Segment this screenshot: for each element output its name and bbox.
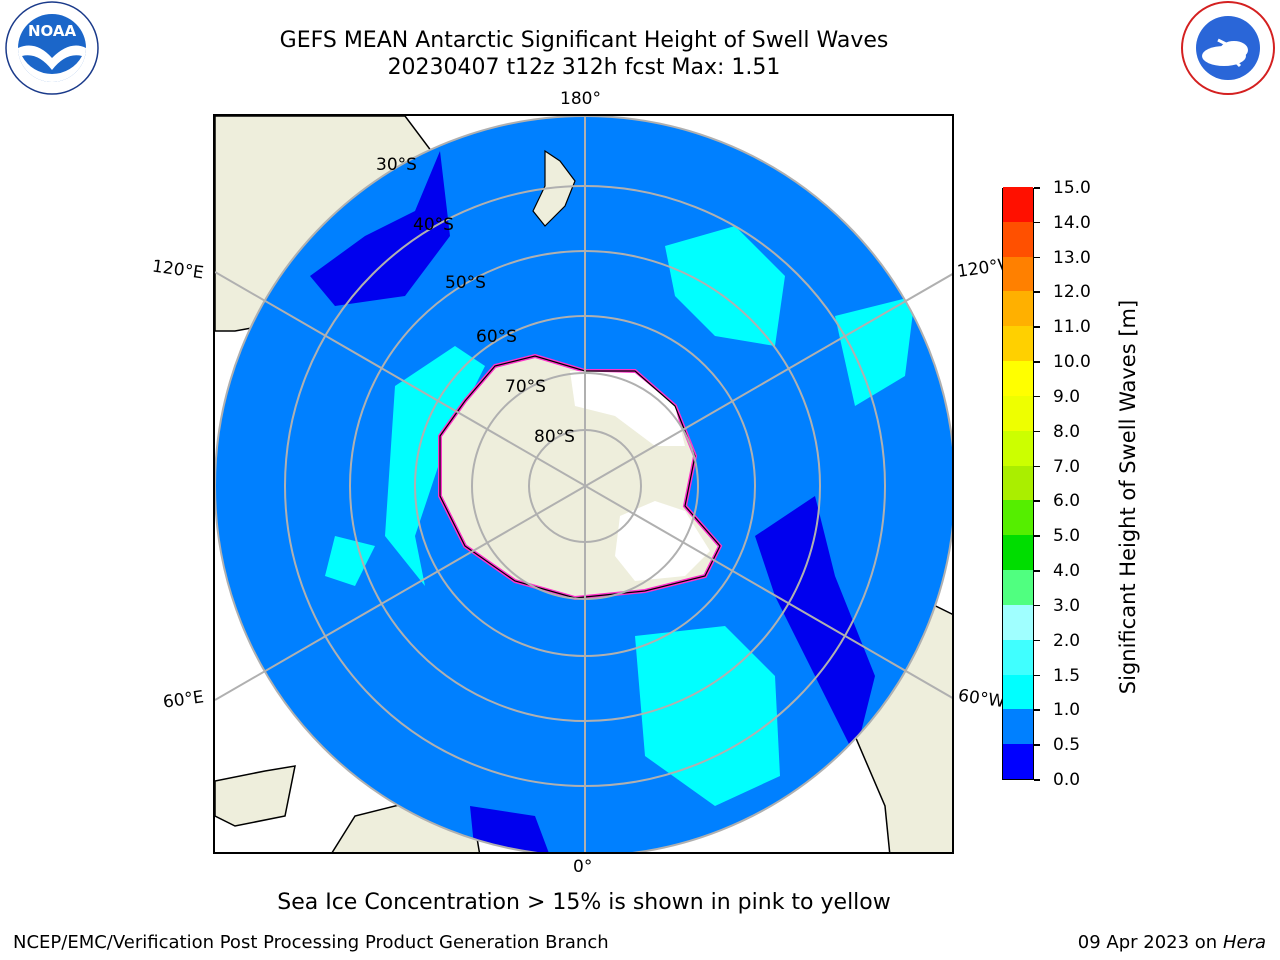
colorbar-segment — [1003, 674, 1033, 710]
colorbar-tick-label: 4.0 — [1053, 561, 1081, 582]
colorbar-segment — [1003, 395, 1033, 431]
colorbar-label: Significant Height of Swell Waves [m] — [1116, 299, 1140, 695]
sea-ice-note: Sea Ice Concentration > 15% is shown in … — [277, 890, 891, 915]
colorbar-tick — [1034, 256, 1040, 259]
colorbar-tick — [1034, 326, 1040, 328]
colorbar-tick-label: 9.0 — [1053, 386, 1081, 407]
colorbar-tick — [1034, 361, 1040, 363]
lat-label-50s: 50°S — [445, 273, 486, 293]
lon-label-60w: 60°W — [956, 685, 1007, 713]
colorbar-tick-label: 15.0 — [1053, 178, 1091, 198]
colorbar-segment — [1003, 499, 1033, 536]
colorbar-tick-label: 0.0 — [1053, 770, 1081, 790]
colorbar-segment — [1003, 221, 1033, 257]
madagascar-landmass — [215, 765, 296, 827]
lon-label-180: 180° — [560, 89, 601, 109]
mid-swell-region — [665, 226, 785, 346]
colorbar-tick — [1034, 674, 1040, 677]
lat-label-70s: 70°S — [505, 377, 546, 397]
colorbar-segment — [1003, 360, 1033, 396]
antarctica-coastline — [439, 355, 721, 599]
mid-swell-region — [325, 536, 375, 586]
mid-swell-region — [835, 296, 915, 406]
colorbar-segment — [1003, 639, 1033, 675]
colorbar-segment — [1003, 256, 1033, 292]
ross-ice-shelf — [570, 371, 685, 446]
low-swell-region — [755, 496, 875, 756]
colorbar-tick — [1034, 570, 1040, 572]
colorbar-tick — [1034, 535, 1040, 537]
colorbar-tick-label: 7.0 — [1053, 456, 1081, 477]
colorbar-tick-label: 8.0 — [1053, 421, 1081, 442]
colorbar-segment — [1003, 708, 1033, 745]
low-swell-region — [310, 151, 450, 306]
footer-machine: Hera — [1222, 932, 1266, 953]
colorbar-tick — [1034, 395, 1040, 398]
noaa-logo-text: NOAA — [28, 22, 77, 40]
footer-date: 09 Apr 2023 on Hera — [1078, 932, 1266, 954]
lat-label-40s: 40°S — [413, 215, 454, 235]
chart-subtitle: 20230407 t12z 312h fcst Max: 1.51 — [387, 55, 781, 80]
colorbar-tick — [1034, 430, 1040, 433]
noaa-logo: NOAA — [5, 1, 99, 95]
colorbar-tick-label: 10.0 — [1053, 352, 1091, 373]
colorbar-tick — [1034, 709, 1040, 711]
colorbar-tick — [1034, 221, 1040, 224]
lat-label-80s: 80°S — [534, 427, 575, 447]
colorbar-tick — [1034, 291, 1040, 293]
colorbar-tick-label: 1.5 — [1053, 665, 1081, 686]
footer-date-text: 09 Apr 2023 on — [1077, 932, 1223, 953]
colorbar-tick-label: 5.0 — [1053, 526, 1081, 547]
colorbar-segment — [1003, 569, 1033, 605]
colorbar-segment — [1003, 325, 1033, 362]
colorbar-tick — [1034, 187, 1040, 189]
colorbar-segment — [1003, 465, 1033, 501]
colorbar-segment — [1003, 290, 1033, 327]
nws-logo — [1181, 1, 1275, 95]
colorbar-tick-label: 0.5 — [1053, 735, 1081, 756]
colorbar-tick-label: 2.0 — [1053, 630, 1081, 651]
lon-label-120e: 120°E — [150, 256, 205, 284]
colorbar-tick-label: 11.0 — [1053, 317, 1091, 338]
colorbar-tick-label: 1.0 — [1053, 700, 1081, 721]
polar-map — [215, 116, 952, 852]
colorbar-tick — [1034, 779, 1040, 781]
colorbar-segment — [1003, 534, 1033, 571]
footer-credit: NCEP/EMC/Verification Post Processing Pr… — [13, 932, 609, 953]
colorbar-segment — [1003, 604, 1033, 640]
mid-swell-region — [635, 626, 780, 806]
colorbar-tick-label: 13.0 — [1053, 247, 1091, 268]
colorbar-tick — [1034, 500, 1040, 502]
lat-label-60s: 60°S — [476, 327, 517, 347]
ronne-ice-shelf — [615, 501, 710, 581]
chart-title: GEFS MEAN Antarctic Significant Height o… — [279, 28, 889, 53]
lon-label-0: 0° — [573, 857, 593, 877]
colorbar-segment — [1003, 743, 1033, 779]
colorbar-tick — [1034, 639, 1040, 642]
colorbar — [1002, 186, 1034, 780]
colorbar-tick-label: 14.0 — [1053, 212, 1091, 233]
graticule — [215, 116, 952, 852]
lat-label-30s: 30°S — [376, 155, 417, 175]
colorbar-segment — [1003, 430, 1033, 466]
colorbar-tick — [1034, 744, 1040, 746]
colorbar-tick — [1034, 465, 1040, 468]
colorbar-segment — [1003, 186, 1033, 222]
map-panel: 30°S 40°S 50°S 60°S 70°S 80°S — [213, 114, 954, 854]
lon-label-60e: 60°E — [161, 687, 206, 713]
colorbar-tick-label: 6.0 — [1053, 491, 1081, 512]
colorbar-tick — [1034, 604, 1040, 607]
colorbar-tick-label: 3.0 — [1053, 595, 1081, 616]
colorbar-tick-label: 12.0 — [1053, 282, 1091, 303]
